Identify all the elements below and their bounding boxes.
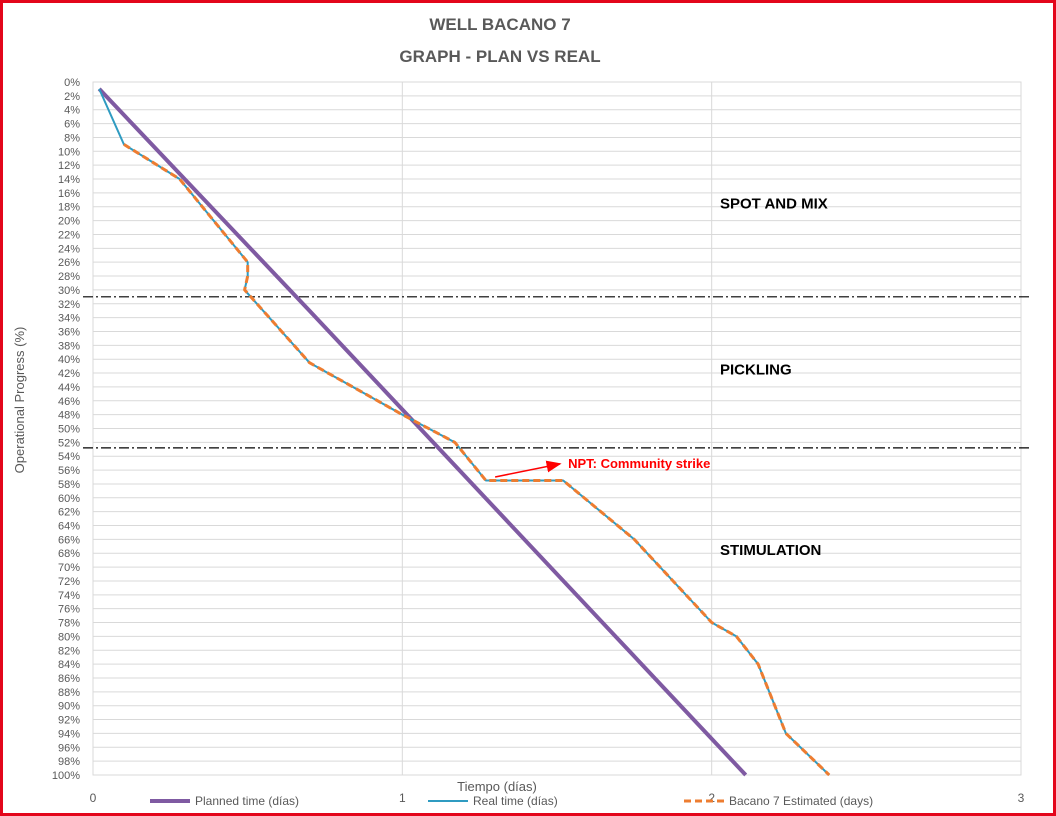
y-tick-label: 82% <box>58 645 80 657</box>
legend-label-3: Bacano 7 Estimated (days) <box>729 794 873 808</box>
y-tick-label: 62% <box>58 507 80 519</box>
y-tick-label: 46% <box>58 396 80 408</box>
legend-label-2: Real time (días) <box>473 794 558 808</box>
x-axis-title: Tiempo (días) <box>457 779 537 794</box>
legend: Planned time (días) Real time (días) Bacan… <box>150 794 873 808</box>
series-line-1 <box>97 87 748 777</box>
chart-title-line-2: GRAPH - PLAN VS REAL <box>399 47 600 66</box>
y-tick-label: 76% <box>58 604 80 616</box>
y-tick-label: 72% <box>58 576 80 588</box>
y-tick-label: 40% <box>58 354 80 366</box>
y-tick-label: 28% <box>58 271 80 283</box>
y-tick-label: 88% <box>58 687 80 699</box>
x-tick-label: 0 <box>90 791 97 805</box>
y-tick-label: 22% <box>58 229 80 241</box>
y-tick-label: 54% <box>58 451 80 463</box>
x-tick-label: 3 <box>1018 791 1025 805</box>
reference-lines <box>83 296 1031 449</box>
y-tick-label: 48% <box>58 410 80 422</box>
y-tick-label: 96% <box>58 742 80 754</box>
y-tick-label: 94% <box>58 728 80 740</box>
y-tick-label: 32% <box>58 299 80 311</box>
y-tick-label: 20% <box>58 216 80 228</box>
y-tick-label: 38% <box>58 340 80 352</box>
y-tick-label: 50% <box>58 424 80 436</box>
y-tick-label: 16% <box>58 188 80 200</box>
y-tick-label: 44% <box>58 382 80 394</box>
y-tick-label: 14% <box>58 174 80 186</box>
y-tick-label: 80% <box>58 631 80 643</box>
y-tick-label: 4% <box>64 105 80 117</box>
annotation-layer: NPT: Community strike <box>494 456 710 478</box>
x-tick-label: 1 <box>399 791 406 805</box>
y-tick-label: 84% <box>58 659 80 671</box>
y-tick-label: 18% <box>58 202 80 214</box>
y-tick-label: 36% <box>58 326 80 338</box>
y-tick-label: 66% <box>58 534 80 546</box>
y-tick-label: 8% <box>64 132 80 144</box>
y-tick-label: 24% <box>58 243 80 255</box>
y-axis-ticks: 0% 2% 4% 6%8% 10% 12% 14% 16% 18% 20%22% 24% 26% 28%… <box>52 77 80 782</box>
y-tick-label: 56% <box>58 465 80 477</box>
y-tick-label: 58% <box>58 479 80 491</box>
y-tick-label: 68% <box>58 548 80 560</box>
y-tick-label: 90% <box>58 701 80 713</box>
y-tick-label: 42% <box>58 368 80 380</box>
series-line-3 <box>123 143 831 777</box>
zone-labels: SPOT AND MIX PICKLING STIMULATION <box>720 195 828 559</box>
y-tick-label: 2% <box>64 91 80 103</box>
y-tick-label: 98% <box>58 756 80 768</box>
y-tick-label: 64% <box>58 521 80 533</box>
y-tick-label: 60% <box>58 493 80 505</box>
y-tick-label: 10% <box>58 146 80 158</box>
y-tick-label: 12% <box>58 160 80 172</box>
y-tick-label: 92% <box>58 715 80 727</box>
legend-label-1: Planned time (días) <box>195 794 299 808</box>
y-tick-label: 0% <box>64 77 80 89</box>
y-tick-label: 52% <box>58 437 80 449</box>
y-tick-label: 34% <box>58 313 80 325</box>
y-tick-label: 30% <box>58 285 80 297</box>
zone-label: STIMULATION <box>720 542 821 559</box>
y-tick-label: 74% <box>58 590 80 602</box>
y-tick-label: 26% <box>58 257 80 269</box>
y-tick-label: 6% <box>64 119 80 131</box>
x-axis-ticks: 0 1 2 3 <box>90 791 1025 805</box>
x-tick-label: 2 <box>708 791 715 805</box>
annotation-arrow <box>494 460 562 478</box>
y-tick-label: 70% <box>58 562 80 574</box>
series-layer <box>97 87 831 777</box>
zone-label: PICKLING <box>720 362 792 379</box>
y-tick-label: 100% <box>52 770 80 782</box>
zone-label: SPOT AND MIX <box>720 195 828 212</box>
y-tick-label: 86% <box>58 673 80 685</box>
y-tick-label: 78% <box>58 618 80 630</box>
annotation-text: NPT: Community strike <box>568 456 710 471</box>
y-axis-title: Operational Progress (%) <box>12 327 27 474</box>
chart-title-line-1: WELL BACANO 7 <box>429 15 570 34</box>
